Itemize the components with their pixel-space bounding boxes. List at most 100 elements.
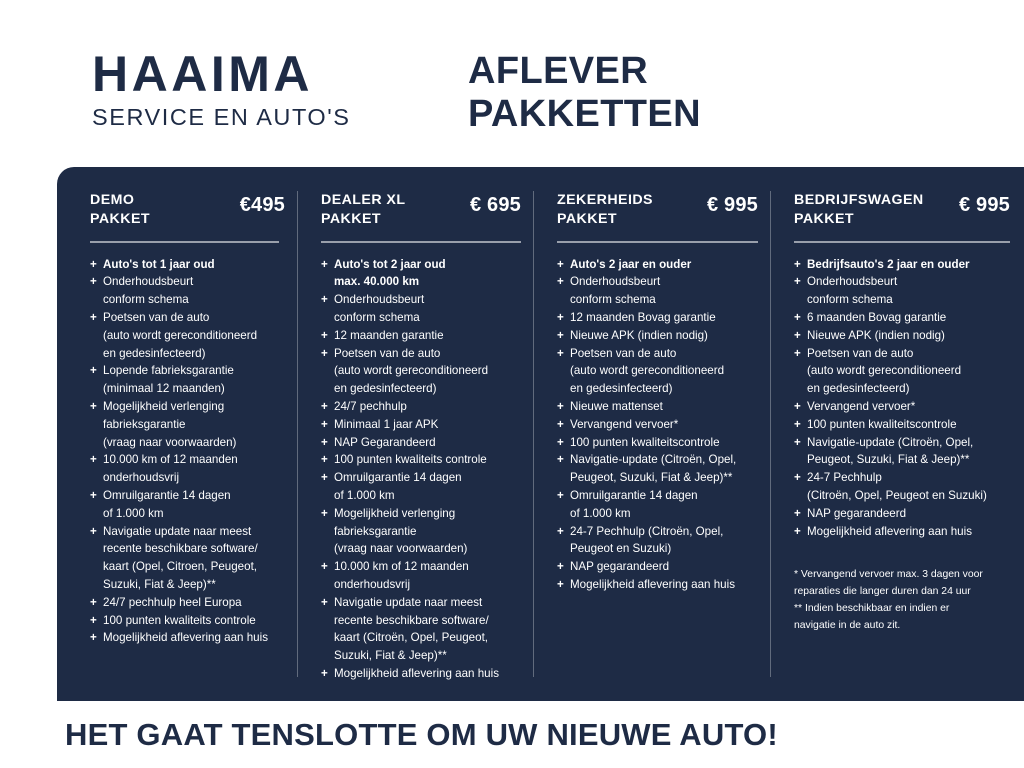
feature-item: + Vervangend vervoer* <box>794 398 1010 416</box>
plus-icon: + <box>321 417 328 431</box>
plus-icon: + <box>90 400 97 414</box>
plus-icon: + <box>90 595 97 609</box>
feature-text: 24-7 Pechhulp (Citroën, Opel, Peugeot en… <box>570 524 724 556</box>
feature-text: Bedrijfsauto's 2 jaar en ouder <box>807 257 970 271</box>
feature-text: 6 maanden Bovag garantie <box>807 311 947 325</box>
feature-text: Mogelijkheid verlenging fabrieksgarantie… <box>334 506 468 556</box>
page-title-line-1: AFLEVER <box>468 50 649 92</box>
feature-list: + Auto's tot 2 jaar oud max. 40.000 km + On… <box>321 256 521 683</box>
feature-item: +24-7 Pechhulp (Citroën, Opel, Peugeot e… <box>557 523 758 559</box>
plus-icon: + <box>557 400 564 414</box>
feature-list: + Auto's 2 jaar en ouder + Onderhoudsbeurt … <box>557 256 758 594</box>
feature-text: Mogelijkheid aflevering aan huis <box>570 578 735 591</box>
feature-item: + Nieuwe APK (indien nodig) <box>557 327 758 345</box>
page-title-line-2: PAKKETTEN <box>468 92 702 135</box>
feature-text: 100 punten kwaliteits controle <box>334 453 487 467</box>
plus-icon: + <box>794 328 801 342</box>
package-column: BEDRIJFSWAGEN PAKKET € 995 + Bedrijfsauto's… <box>770 167 1024 701</box>
feature-item: + NAP Gegarandeerd <box>321 434 521 452</box>
page-footer: HET GAAT TENSLOTTE OM UW NIEUWE AUTO! <box>0 701 1024 768</box>
footer-tagline: HET GAAT TENSLOTTE OM UW NIEUWE AUTO! <box>65 716 778 752</box>
plus-icon: + <box>794 346 801 360</box>
feature-text: Navigatie-update (Citroën, Opel, Peugeot… <box>570 453 737 485</box>
plus-icon: + <box>90 631 97 645</box>
plus-icon: + <box>321 453 328 467</box>
plus-icon: + <box>90 613 97 627</box>
feature-text: Mogelijkheid aflevering aan huis <box>334 666 499 680</box>
feature-text: 24/7 pechhulp <box>334 400 407 414</box>
feature-text: Poetsen van de auto (auto wordt gerecond… <box>103 311 258 360</box>
feature-text: Minimaal 1 jaar APK <box>334 417 439 431</box>
feature-item: + Mogelijkheid verlenging fabrieksgaranti… <box>321 505 521 558</box>
plus-icon: + <box>90 453 97 467</box>
feature-item: + Onderhoudsbeurt conform schema <box>90 273 285 309</box>
plus-icon: + <box>794 506 801 520</box>
page-title: AFLEVER PAKKETTEN <box>468 50 701 136</box>
feature-text: Poetsen van de auto (auto wordt gerecond… <box>570 346 725 396</box>
feature-text: 10.000 km of 12 maanden onderhoudsvrij <box>334 560 469 591</box>
package-header: ZEKERHEIDS PAKKET € 995 <box>557 191 758 229</box>
package-price: €495 <box>239 194 285 216</box>
plus-icon: + <box>90 364 97 378</box>
feature-item: + Navigatie update naar meest recente bes… <box>90 523 285 594</box>
plus-icon: + <box>557 328 564 342</box>
feature-text: Omruilgarantie 14 dagen of 1.000 km <box>334 471 462 503</box>
feature-text: Auto's tot 2 jaar oud max. 40.000 km <box>334 257 446 289</box>
feature-item: + NAP gegarandeerd <box>557 558 758 576</box>
feature-item: + Lopende fabrieksgarantie (minimaal 12 m… <box>90 362 285 398</box>
plus-icon: + <box>321 328 328 342</box>
plus-icon: + <box>794 471 801 485</box>
feature-text: Vervangend vervoer* <box>807 400 916 414</box>
feature-text: Mogelijkheid aflevering aan huis <box>103 631 268 645</box>
feature-list: + Auto's tot 1 jaar oud + Onderhoudsbeurt c… <box>90 256 285 648</box>
feature-item: + Minimaal 1 jaar APK <box>321 416 521 434</box>
feature-text: Auto's tot 1 jaar oud <box>103 257 215 271</box>
feature-item: +24/7 pechhulp heel Europa <box>90 594 285 612</box>
feature-text: Onderhoudsbeurt conform schema <box>334 293 425 325</box>
plus-icon: + <box>557 489 564 503</box>
feature-text: Onderhoudsbeurt conform schema <box>807 275 898 307</box>
feature-item: + Nieuwe APK (indien nodig) <box>794 327 1010 345</box>
feature-item: + Auto's tot 2 jaar oud max. 40.000 km <box>321 256 521 292</box>
feature-text: Poetsen van de auto (auto wordt gerecond… <box>334 346 489 396</box>
feature-item: +12 maanden Bovag garantie <box>557 309 758 327</box>
feature-item: + Poetsen van de auto (auto wordt gerecon… <box>321 345 521 398</box>
feature-item: + Omruilgarantie 14 dagen of 1.000 km <box>90 487 285 523</box>
feature-item: + Auto's 2 jaar en ouder <box>557 256 758 274</box>
feature-text: Mogelijkheid aflevering aan huis <box>807 524 972 538</box>
feature-item: + Mogelijkheid verlenging fabrieksgaranti… <box>90 398 285 451</box>
feature-item: +12 maanden garantie <box>321 327 521 345</box>
feature-text: Mogelijkheid verlenging fabrieksgarantie… <box>103 400 237 449</box>
feature-text: Omruilgarantie 14 dagen of 1.000 km <box>570 489 698 520</box>
plus-icon: + <box>321 346 328 360</box>
feature-text: 10.000 km of 12 maanden onderhoudsvrij <box>103 453 238 485</box>
feature-item: + Vervangend vervoer* <box>557 416 758 434</box>
header-rule <box>794 241 1010 243</box>
column-divider <box>770 191 771 677</box>
plus-icon: + <box>557 275 564 289</box>
footnote-item: * Vervangend vervoer max. 3 dagen voor r… <box>794 569 983 598</box>
feature-item: + Mogelijkheid aflevering aan huis <box>90 629 285 647</box>
plus-icon: + <box>794 524 801 538</box>
footnotes: * Vervangend vervoer max. 3 dagen voor r… <box>794 566 1010 634</box>
feature-item: + Mogelijkheid aflevering aan huis <box>794 523 1010 541</box>
feature-text: Onderhoudsbeurt conform schema <box>103 275 194 307</box>
plus-icon: + <box>557 453 564 467</box>
feature-item: + Poetsen van de auto (auto wordt gerecon… <box>557 345 758 398</box>
feature-item: + Nieuwe mattenset <box>557 398 758 416</box>
header-divider <box>446 48 448 134</box>
feature-item: + Navigatie-update (Citroën, Opel, Peugeo… <box>557 451 758 487</box>
feature-text: Navigatie-update (Citroën, Opel, Peugeot… <box>807 435 974 467</box>
plus-icon: + <box>90 524 97 538</box>
package-price: € 995 <box>706 194 758 216</box>
feature-text: NAP gegarandeerd <box>807 506 907 520</box>
feature-text: Nieuwe APK (indien nodig) <box>570 328 708 342</box>
feature-item: + Mogelijkheid aflevering aan huis <box>557 576 758 594</box>
plus-icon: + <box>557 417 564 431</box>
feature-text: 100 punten kwaliteitscontrole <box>807 417 957 431</box>
feature-list: + Bedrijfsauto's 2 jaar en ouder + Onderhou… <box>794 256 1010 541</box>
feature-text: Nieuwe APK (indien nodig) <box>807 328 945 342</box>
header-rule <box>90 241 279 243</box>
plus-icon: + <box>90 275 97 289</box>
package-header: DEALER XL PAKKET € 695 <box>321 191 521 229</box>
